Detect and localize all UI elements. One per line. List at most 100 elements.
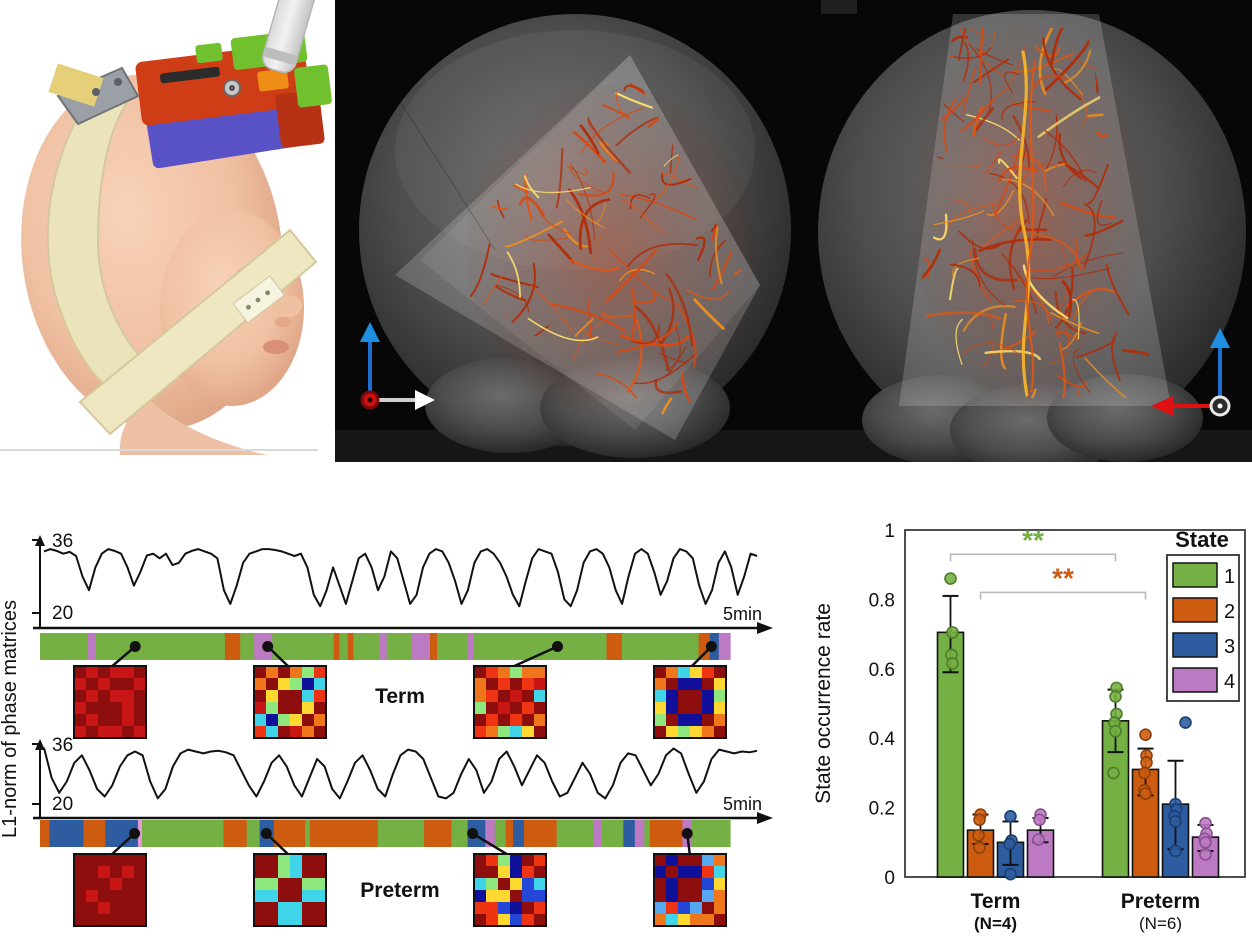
state-segment bbox=[411, 633, 431, 660]
state-segment bbox=[430, 633, 438, 660]
state-segment bbox=[377, 820, 425, 847]
x-axis-arrow-icon bbox=[757, 622, 773, 634]
state-segment bbox=[40, 633, 88, 660]
state-segment bbox=[273, 820, 306, 847]
state-sequence-bar bbox=[40, 633, 731, 660]
x-group-label: Term bbox=[971, 890, 1021, 913]
vessels-top bbox=[907, 28, 1157, 398]
legend: State 1 2 3 4 bbox=[1166, 527, 1240, 702]
significance-bracket bbox=[979, 591, 1147, 600]
phase-matrix bbox=[73, 853, 147, 927]
bar-term-state-3 bbox=[996, 809, 1025, 881]
phase-matrix bbox=[73, 665, 147, 739]
data-point bbox=[1109, 724, 1122, 738]
data-point bbox=[1032, 833, 1045, 846]
state-sequence-bar bbox=[40, 820, 731, 847]
y-tick-label: 0.4 bbox=[869, 729, 896, 750]
infant-probe-photo bbox=[21, 0, 332, 455]
ymax-tick-label: 36 bbox=[52, 531, 73, 552]
ymin-tick-label: 20 bbox=[52, 794, 73, 815]
ymax-tick-label: 36 bbox=[52, 735, 73, 756]
state-segment bbox=[339, 633, 349, 660]
data-point bbox=[1179, 716, 1192, 729]
state-segment bbox=[333, 633, 340, 660]
bar-preterm-state-2 bbox=[1131, 728, 1160, 878]
strap-tag bbox=[232, 275, 286, 324]
l1norm-trace bbox=[43, 747, 758, 800]
group-caption: Term bbox=[375, 685, 425, 708]
y-tick-label: 0.2 bbox=[869, 799, 895, 820]
matrix-callout-dot bbox=[552, 641, 563, 652]
matrix-callout-dot bbox=[467, 828, 479, 839]
legend-item-label: 1 bbox=[1224, 566, 1235, 588]
legend-swatch bbox=[1172, 632, 1218, 658]
phase-matrix-border bbox=[73, 853, 147, 927]
axis-up-arrow-icon bbox=[1210, 328, 1230, 348]
data-point bbox=[972, 829, 985, 842]
state-segment bbox=[601, 820, 624, 847]
legend-swatch bbox=[1172, 667, 1218, 693]
state-segment bbox=[137, 820, 143, 847]
data-point bbox=[1199, 816, 1212, 830]
brain-sagittal-view bbox=[335, 0, 791, 458]
state-segment bbox=[634, 820, 645, 847]
y-tick-label: 0.6 bbox=[869, 660, 895, 681]
phase-matrix-border bbox=[653, 853, 727, 927]
data-point bbox=[973, 841, 986, 854]
data-point bbox=[946, 657, 959, 670]
state-segment bbox=[698, 633, 711, 660]
state-segment bbox=[240, 633, 255, 660]
bar-preterm-state-3 bbox=[1161, 716, 1192, 878]
phase-matrix-border bbox=[473, 853, 547, 927]
matrix-callout-dot bbox=[681, 828, 693, 839]
state-segment bbox=[40, 820, 51, 847]
x-group-sublabel: (N=4) bbox=[974, 914, 1017, 933]
data-point bbox=[946, 626, 959, 639]
state-segment bbox=[524, 820, 558, 847]
state-segment bbox=[305, 820, 311, 847]
data-point bbox=[944, 572, 957, 585]
state-segment bbox=[386, 633, 413, 660]
y-tick-label: 0.8 bbox=[869, 590, 895, 611]
state-segment bbox=[95, 633, 226, 660]
ts-ylabel: L1-norm of phase matrices bbox=[0, 600, 21, 838]
state-segment bbox=[556, 820, 594, 847]
state-segment bbox=[49, 820, 85, 847]
state-segment bbox=[223, 820, 248, 847]
state-segment bbox=[691, 820, 731, 847]
axis-right-arrow-icon bbox=[415, 390, 435, 410]
data-point bbox=[1107, 766, 1120, 780]
legend-item-label: 2 bbox=[1224, 601, 1235, 623]
phase-matrix-border bbox=[653, 665, 727, 739]
ultrasound-probe bbox=[261, 0, 323, 74]
state-segment bbox=[621, 633, 700, 660]
state-segment bbox=[644, 820, 651, 847]
brain-top-view bbox=[818, 10, 1246, 462]
phase-matrix-border bbox=[253, 853, 327, 927]
state-segment bbox=[424, 820, 452, 847]
matrix-callout-stem bbox=[109, 832, 136, 857]
bar-preterm-state-4 bbox=[1191, 816, 1220, 878]
phase-matrix-border bbox=[253, 665, 327, 739]
state-segment bbox=[606, 633, 623, 660]
phase-matrix bbox=[253, 665, 327, 739]
mouth bbox=[263, 340, 289, 354]
data-point bbox=[1109, 690, 1122, 703]
data-point bbox=[1033, 813, 1046, 827]
state-segment bbox=[494, 820, 507, 847]
group-caption: Preterm bbox=[360, 879, 439, 902]
brain-render-panel bbox=[335, 0, 1252, 462]
head-strap bbox=[46, 80, 318, 436]
bar-term-state-1 bbox=[936, 572, 965, 878]
x-group-label: Preterm bbox=[1121, 890, 1200, 913]
state-segment bbox=[87, 633, 97, 660]
bar-ylabel: State occurrence rate bbox=[812, 603, 835, 804]
axis-triad-left bbox=[360, 322, 435, 410]
state-segment bbox=[623, 820, 636, 847]
ts-row-term: 36 20 5min Term bbox=[32, 531, 773, 739]
phase-matrix-border bbox=[473, 665, 547, 739]
state-segment bbox=[224, 633, 241, 660]
state-segment bbox=[593, 820, 603, 847]
ymin-tick-label: 20 bbox=[52, 603, 73, 624]
state-segment bbox=[474, 633, 608, 660]
